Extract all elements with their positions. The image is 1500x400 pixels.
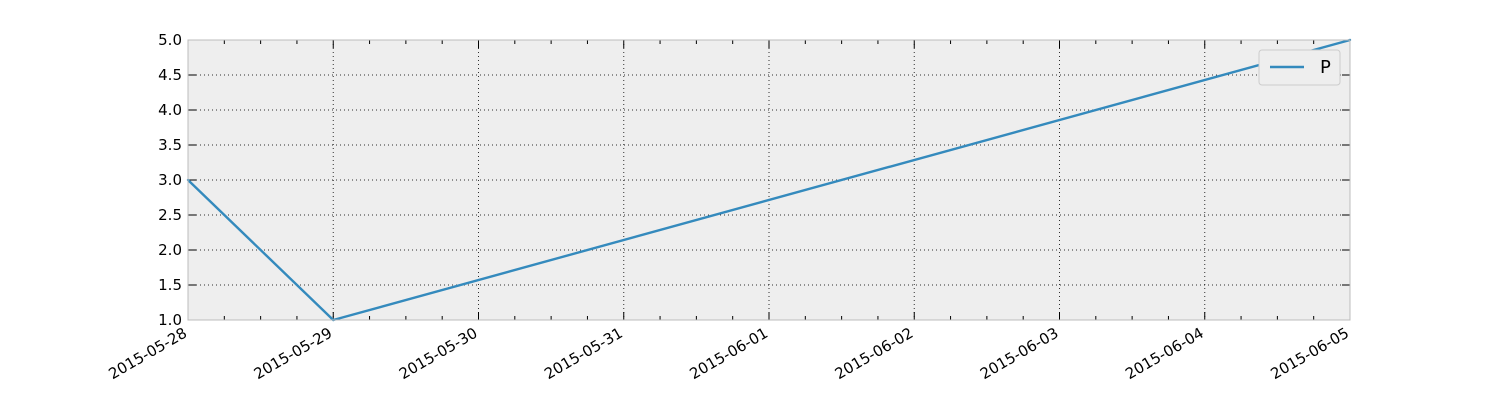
legend: P (1258, 49, 1341, 86)
plot-frame (187, 39, 1351, 321)
x-tick-label: 2015-05-30 (396, 324, 481, 383)
y-tick-label: 4.5 (158, 66, 182, 84)
y-tick-label: 5.0 (158, 31, 182, 49)
x-tick-label: 2015-05-31 (541, 324, 626, 383)
y-tick-label: 3.0 (158, 171, 182, 189)
x-tick-label: 2015-06-03 (977, 324, 1062, 383)
y-tick-label: 4.0 (158, 101, 182, 119)
x-tick-label: 2015-05-28 (105, 324, 190, 383)
x-tick-label: 2015-06-01 (686, 324, 771, 383)
x-tick-label: 2015-05-29 (251, 324, 336, 383)
y-axis-labels: 1.0 1.5 2.0 2.5 3.0 3.5 4.0 4.5 5.0 (158, 31, 182, 329)
legend-label: P (1320, 57, 1331, 78)
y-tick-label: 3.5 (158, 136, 182, 154)
y-tick-label: 1.5 (158, 276, 182, 294)
x-axis-labels: 2015-05-28 2015-05-29 2015-05-30 2015-05-31… (105, 324, 1352, 383)
x-tick-label: 2015-06-02 (832, 324, 917, 383)
x-tick-label: 2015-06-04 (1122, 324, 1207, 383)
y-tick-label: 2.5 (158, 206, 182, 224)
x-tick-label: 2015-06-05 (1267, 324, 1352, 383)
y-tick-label: 1.0 (158, 311, 182, 329)
y-tick-label: 2.0 (158, 241, 182, 259)
